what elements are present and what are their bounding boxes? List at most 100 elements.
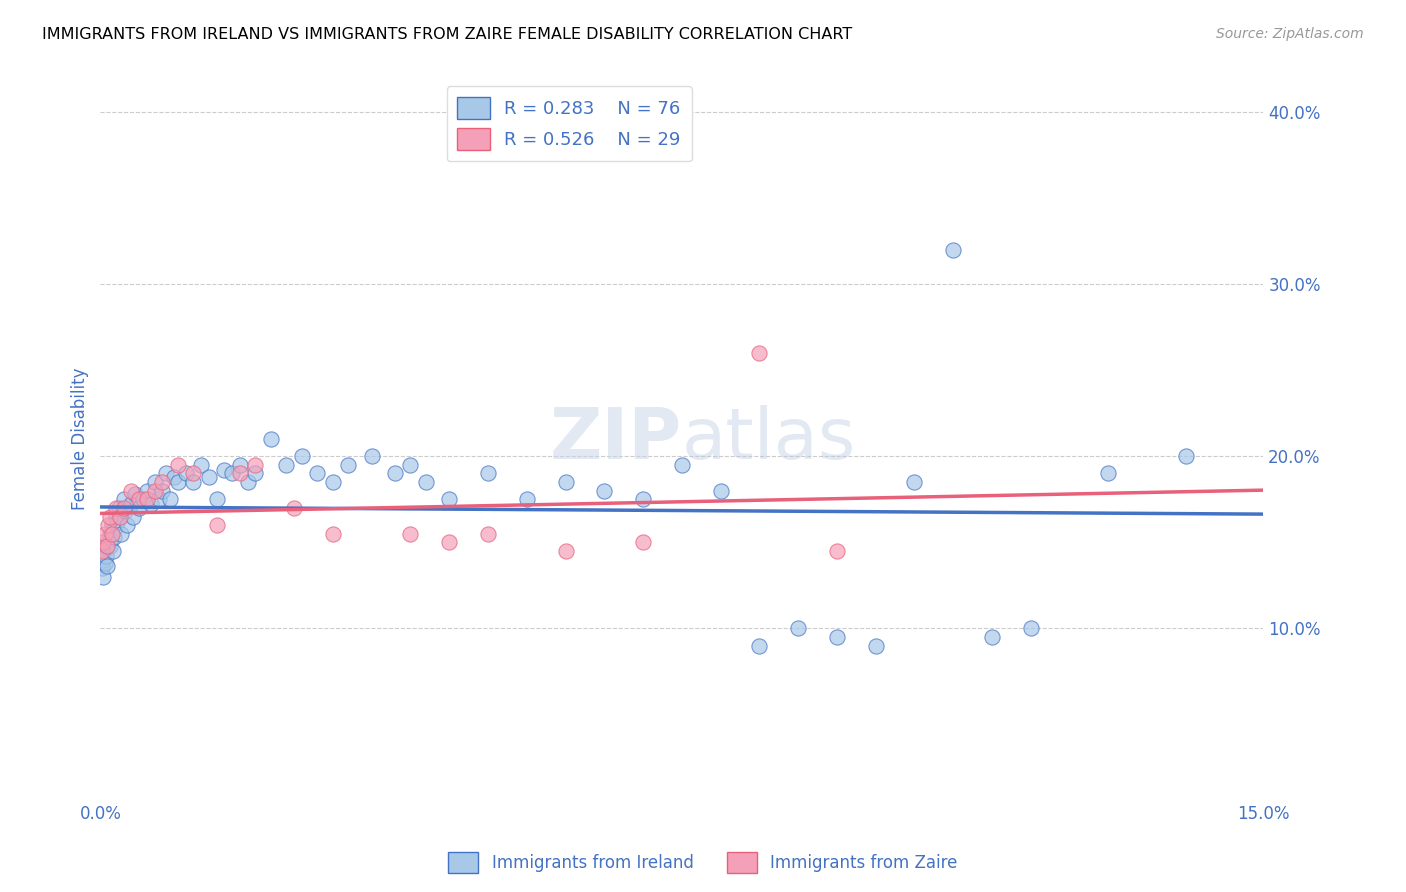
Point bbox=[101, 518, 124, 533]
Point bbox=[291, 449, 314, 463]
Point bbox=[104, 500, 127, 515]
Point bbox=[631, 492, 654, 507]
Point bbox=[122, 509, 145, 524]
Point bbox=[245, 458, 267, 472]
Point bbox=[94, 549, 117, 563]
Point bbox=[477, 526, 499, 541]
Point bbox=[710, 483, 733, 498]
Point bbox=[322, 475, 344, 489]
Point bbox=[337, 458, 360, 472]
Point bbox=[135, 483, 157, 498]
Point bbox=[103, 530, 125, 544]
Point bbox=[631, 535, 654, 549]
Point bbox=[98, 526, 121, 541]
Point bbox=[322, 526, 344, 541]
Text: ZIP: ZIP bbox=[550, 405, 682, 474]
Point bbox=[110, 526, 132, 541]
Point bbox=[1174, 449, 1197, 463]
Point bbox=[100, 532, 122, 546]
Point bbox=[283, 500, 305, 515]
Point bbox=[1019, 622, 1042, 636]
Point bbox=[439, 492, 461, 507]
Point bbox=[205, 518, 228, 533]
Point bbox=[148, 492, 170, 507]
Point bbox=[117, 518, 139, 533]
Point bbox=[477, 467, 499, 481]
Point bbox=[276, 458, 298, 472]
Point bbox=[825, 544, 848, 558]
Point bbox=[128, 492, 150, 507]
Point bbox=[399, 526, 422, 541]
Point bbox=[516, 492, 538, 507]
Text: atlas: atlas bbox=[682, 405, 856, 474]
Point bbox=[198, 470, 221, 484]
Point bbox=[108, 500, 131, 515]
Point bbox=[101, 544, 124, 558]
Point bbox=[90, 544, 112, 558]
Point bbox=[183, 467, 205, 481]
Point bbox=[94, 526, 117, 541]
Point bbox=[229, 458, 252, 472]
Point bbox=[124, 487, 146, 501]
Point bbox=[139, 498, 162, 512]
Point bbox=[384, 467, 406, 481]
Point bbox=[97, 518, 120, 533]
Point bbox=[748, 346, 770, 360]
Point bbox=[97, 535, 120, 549]
Point bbox=[112, 492, 135, 507]
Text: IMMIGRANTS FROM IRELAND VS IMMIGRANTS FROM ZAIRE FEMALE DISABILITY CORRELATION C: IMMIGRANTS FROM IRELAND VS IMMIGRANTS FR… bbox=[42, 27, 852, 42]
Point bbox=[128, 500, 150, 515]
Point bbox=[981, 630, 1004, 644]
Point bbox=[150, 475, 173, 489]
Point bbox=[260, 432, 283, 446]
Point bbox=[155, 467, 177, 481]
Point bbox=[245, 467, 267, 481]
Point bbox=[236, 475, 259, 489]
Point bbox=[787, 622, 810, 636]
Point bbox=[143, 475, 166, 489]
Point bbox=[183, 475, 205, 489]
Point bbox=[132, 492, 155, 507]
Point bbox=[114, 504, 136, 518]
Point bbox=[120, 483, 142, 498]
Legend: R = 0.283    N = 76, R = 0.526    N = 29: R = 0.283 N = 76, R = 0.526 N = 29 bbox=[447, 87, 692, 161]
Point bbox=[101, 526, 124, 541]
Point bbox=[93, 570, 115, 584]
Point bbox=[399, 458, 422, 472]
Point bbox=[174, 467, 197, 481]
Point bbox=[93, 544, 115, 558]
Point bbox=[96, 559, 118, 574]
Point bbox=[100, 539, 122, 553]
Point bbox=[205, 492, 228, 507]
Point bbox=[439, 535, 461, 549]
Point bbox=[671, 458, 693, 472]
Point bbox=[120, 498, 142, 512]
Point bbox=[112, 500, 135, 515]
Point bbox=[748, 639, 770, 653]
Point bbox=[825, 630, 848, 644]
Point bbox=[104, 509, 127, 524]
Legend: Immigrants from Ireland, Immigrants from Zaire: Immigrants from Ireland, Immigrants from… bbox=[441, 846, 965, 880]
Point bbox=[163, 470, 186, 484]
Point bbox=[94, 556, 117, 570]
Point bbox=[91, 552, 114, 566]
Point bbox=[307, 467, 329, 481]
Point bbox=[865, 639, 887, 653]
Point bbox=[93, 535, 115, 549]
Point bbox=[221, 467, 243, 481]
Point bbox=[415, 475, 437, 489]
Point bbox=[593, 483, 616, 498]
Point bbox=[150, 483, 173, 498]
Point bbox=[107, 515, 129, 529]
Point bbox=[96, 539, 118, 553]
Point bbox=[167, 458, 190, 472]
Point bbox=[554, 544, 576, 558]
Point bbox=[96, 539, 118, 553]
Point bbox=[135, 492, 157, 507]
Point bbox=[90, 561, 112, 575]
Point bbox=[103, 522, 125, 536]
Point bbox=[360, 449, 382, 463]
Point bbox=[159, 492, 181, 507]
Point bbox=[1097, 467, 1119, 481]
Point bbox=[214, 463, 236, 477]
